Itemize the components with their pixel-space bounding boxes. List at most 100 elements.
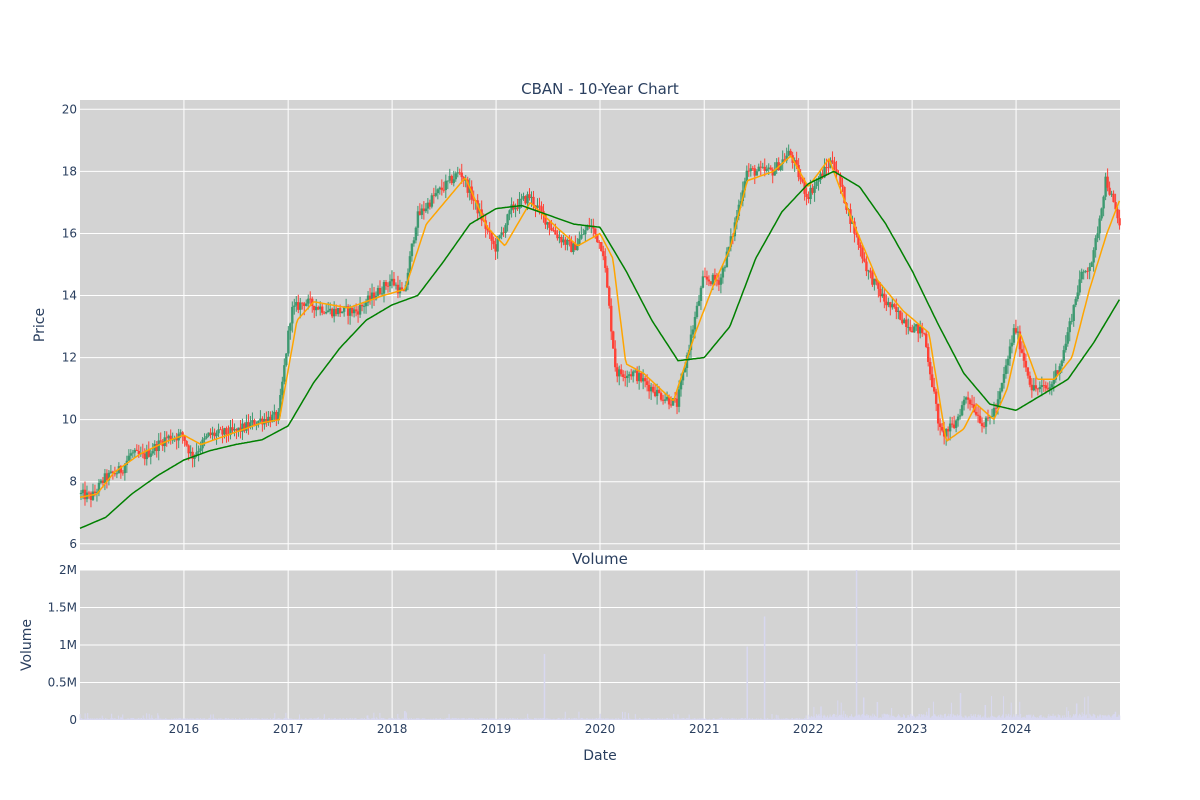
candle-body [809, 187, 812, 200]
candle-body [215, 433, 218, 437]
volume-bar [311, 718, 313, 720]
volume-bar [730, 718, 732, 720]
volume-bar [1043, 716, 1045, 720]
volume-bar [1101, 718, 1103, 720]
volume-bar [403, 718, 405, 720]
volume-bar [453, 717, 455, 720]
candle-body [721, 268, 725, 278]
volume-bar [549, 718, 551, 720]
volume-bar [352, 719, 354, 720]
candle-body [1030, 384, 1034, 391]
candle-body [285, 353, 288, 366]
volume-bar [485, 718, 487, 720]
volume-bar [162, 718, 164, 720]
volume-bar [533, 719, 535, 720]
volume-bar [1104, 715, 1106, 720]
volume-bar [910, 713, 912, 720]
volume-bar [756, 719, 758, 720]
candle-body [869, 270, 872, 273]
candle-body [1090, 262, 1093, 267]
candle-body [97, 482, 101, 493]
candle-body [905, 319, 908, 328]
volume-bar [897, 715, 899, 720]
candle-body [366, 295, 370, 303]
volume-bar [1004, 717, 1006, 720]
volume-bar [120, 716, 122, 720]
volume-y-tick-label: 1.5M [48, 601, 77, 615]
volume-bar [104, 719, 106, 720]
volume-bar [366, 715, 368, 720]
volume-bar [715, 719, 717, 720]
volume-bar [995, 717, 997, 720]
volume-bar [342, 718, 344, 720]
volume-bar [352, 718, 354, 720]
volume-bar [83, 718, 85, 720]
candle-body [831, 160, 834, 162]
volume-bar [615, 718, 617, 720]
volume-bar [318, 719, 320, 720]
candle-body [624, 376, 627, 379]
candle-body [438, 187, 442, 190]
volume-bar [309, 718, 311, 720]
candle-body [968, 399, 972, 405]
volume-bar [716, 719, 718, 720]
candle-body [558, 237, 561, 239]
volume-bar [238, 719, 240, 720]
volume-bar [193, 719, 195, 720]
volume-bar [97, 718, 99, 720]
candle-body [992, 407, 996, 417]
candle-body [486, 228, 489, 231]
volume-bar [328, 718, 330, 720]
candle-body [841, 184, 844, 187]
volume-bar [814, 716, 816, 720]
volume-bar [211, 719, 213, 720]
volume-bar [248, 719, 250, 720]
candle-body [321, 306, 324, 313]
candle-body [524, 196, 527, 204]
candle-body [1082, 271, 1085, 273]
volume-bar [189, 718, 191, 720]
volume-bar [979, 714, 981, 720]
candle-body [907, 326, 910, 328]
candle-body [299, 302, 302, 310]
candle-body [679, 380, 683, 390]
volume-bar [178, 717, 180, 720]
volume-bar [1061, 715, 1063, 720]
volume-bar [968, 716, 970, 720]
volume-bar [949, 716, 951, 720]
candle-body [81, 489, 85, 493]
volume-bar [1085, 715, 1087, 720]
volume-bar [945, 717, 947, 720]
candle-body [360, 304, 364, 307]
volume-bar [555, 719, 557, 720]
candle-body [899, 310, 902, 320]
candle-body [580, 234, 583, 239]
candle-body [295, 302, 298, 306]
volume-bar [972, 715, 974, 720]
volume-bar [458, 718, 460, 720]
volume-bar [1003, 696, 1005, 720]
volume-bar [778, 718, 780, 720]
volume-bar [596, 718, 598, 720]
volume-bar [387, 719, 389, 720]
volume-bar [1070, 718, 1072, 720]
candle-body [657, 389, 661, 394]
volume-bar [838, 714, 840, 720]
volume-bar [1097, 715, 1099, 720]
volume-bar [154, 718, 156, 720]
volume-bar [199, 718, 201, 720]
candle-body [825, 166, 828, 168]
volume-bar [865, 715, 867, 720]
volume-bar [332, 718, 334, 720]
candle-body [857, 234, 860, 245]
candle-body [370, 292, 374, 300]
candle-body [93, 491, 97, 494]
volume-bar [463, 717, 465, 720]
candle-body [1118, 218, 1121, 226]
volume-bar [610, 718, 612, 720]
volume-bar [721, 718, 723, 720]
volume-bar [498, 718, 500, 720]
volume-bar [273, 718, 275, 720]
volume-bar [528, 718, 530, 720]
volume-bar [768, 719, 770, 720]
